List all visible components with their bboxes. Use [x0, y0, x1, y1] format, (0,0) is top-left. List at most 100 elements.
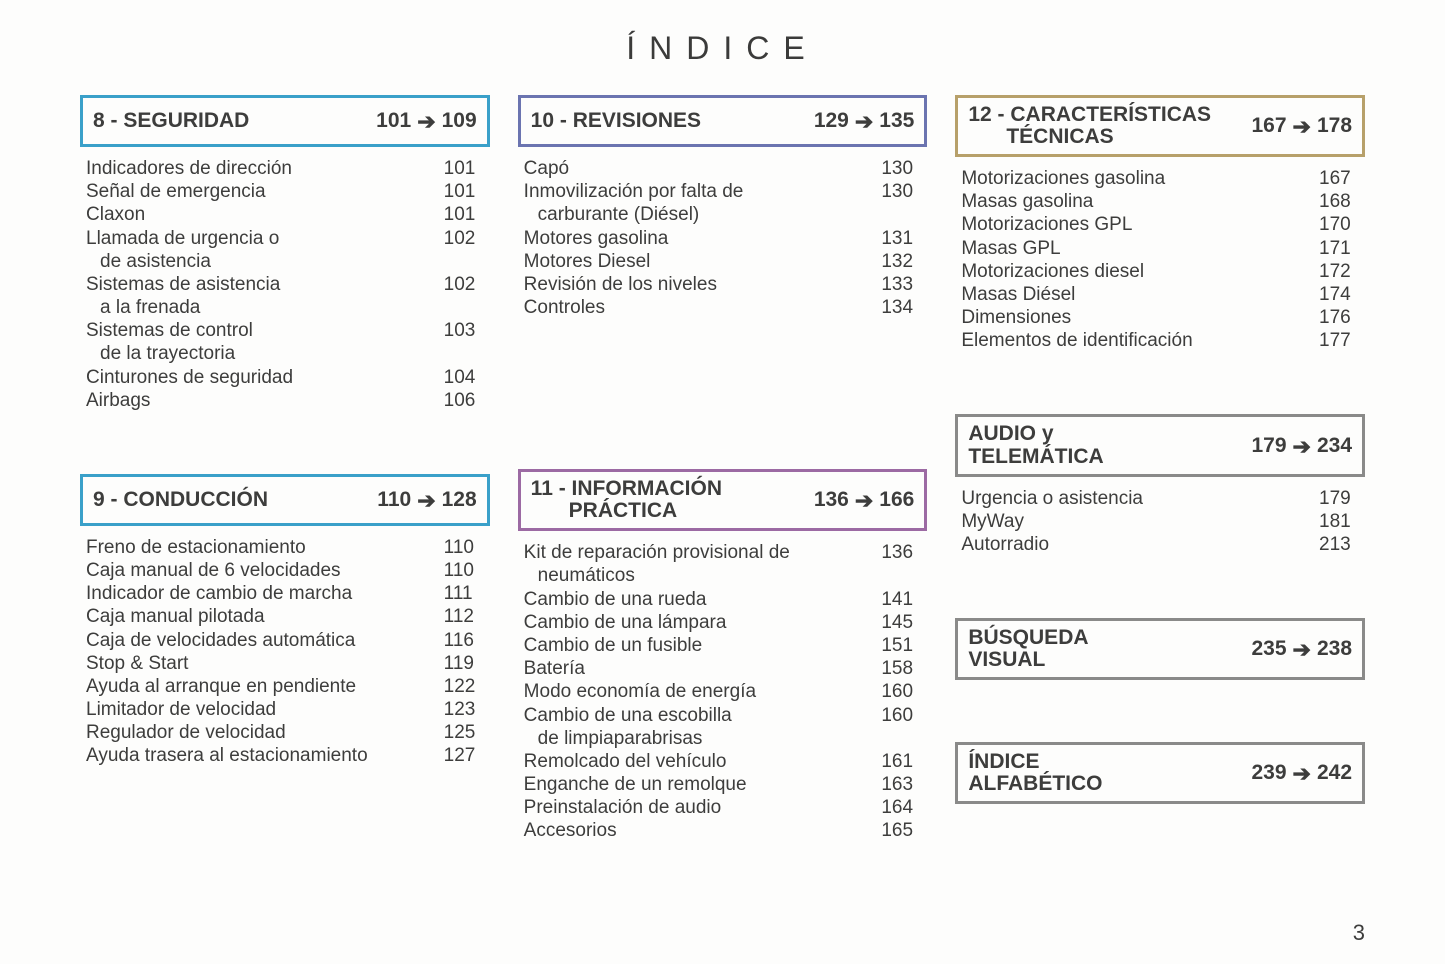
section-items: Capó130Inmovilización por falta decarbur… — [518, 147, 928, 319]
toc-item-label: Llamada de urgencia ode asistencia — [86, 227, 438, 273]
toc-item-label: Motores Diesel — [524, 250, 876, 273]
section-items: Indicadores de dirección101Señal de emer… — [80, 147, 490, 412]
section-range: 110 ➔ 128 — [377, 488, 476, 512]
toc-item-label: Sistemas de asistenciaa la frenada — [86, 273, 438, 319]
toc-item-page: 130 — [875, 180, 921, 203]
section-header-s11: 11 - INFORMACIÓNPRÁCTICA136 ➔ 166 — [518, 469, 928, 531]
toc-item-page: 161 — [875, 750, 921, 773]
toc-item: Motorizaciones diesel172 — [961, 260, 1359, 283]
toc-item-page: 171 — [1313, 237, 1359, 260]
toc-item: Masas Diésel174 — [961, 283, 1359, 306]
toc-item-page: 101 — [438, 180, 484, 203]
section-title: 8 - SEGURIDAD — [93, 110, 376, 132]
toc-item-page: 177 — [1313, 329, 1359, 352]
page-number: 3 — [1353, 920, 1365, 946]
section-title: BÚSQUEDAVISUAL — [968, 627, 1251, 671]
section-range: 235 ➔ 238 — [1251, 637, 1352, 661]
toc-item-page: 168 — [1313, 190, 1359, 213]
toc-item: Ayuda trasera al estacionamiento127 — [86, 744, 484, 767]
toc-item: Limitador de velocidad123 — [86, 698, 484, 721]
toc-item: Claxon101 — [86, 203, 484, 226]
toc-item-label: Urgencia o asistencia — [961, 487, 1313, 510]
toc-item: Señal de emergencia101 — [86, 180, 484, 203]
section-title: 9 - CONDUCCIÓN — [93, 489, 377, 511]
toc-item: Dimensiones176 — [961, 306, 1359, 329]
toc-item-label: Kit de reparación provisional deneumátic… — [524, 541, 876, 587]
toc-item-label: Cambio de un fusible — [524, 634, 876, 657]
toc-item: Masas GPL171 — [961, 237, 1359, 260]
section-items: Kit de reparación provisional deneumátic… — [518, 531, 928, 842]
toc-item-label: Accesorios — [524, 819, 876, 842]
arrow-right-icon: ➔ — [1293, 116, 1311, 138]
toc-item-page: 179 — [1313, 487, 1359, 510]
column-1: 8 - SEGURIDAD101 ➔ 109Indicadores de dir… — [80, 95, 490, 863]
arrow-right-icon: ➔ — [417, 490, 435, 512]
toc-item-label: Controles — [524, 296, 876, 319]
toc-item-label: Caja manual de 6 velocidades — [86, 559, 438, 582]
toc-item-page: 101 — [438, 203, 484, 226]
toc-item-label: Cinturones de seguridad — [86, 366, 438, 389]
toc-item-label: Modo economía de energía — [524, 680, 876, 703]
toc-item-page: 172 — [1313, 260, 1359, 283]
section-title: ÍNDICEALFABÉTICO — [968, 751, 1251, 795]
spacer — [80, 432, 490, 474]
toc-item: Cinturones de seguridad104 — [86, 366, 484, 389]
toc-item-page: 104 — [438, 366, 484, 389]
toc-item: Urgencia o asistencia179 — [961, 487, 1359, 510]
section-range: 129 ➔ 135 — [814, 109, 915, 133]
section-range: 136 ➔ 166 — [814, 488, 915, 512]
spacer — [518, 339, 928, 469]
toc-item-label: Stop & Start — [86, 652, 438, 675]
section-header-s10: 10 - REVISIONES129 ➔ 135 — [518, 95, 928, 147]
toc-item: Autorradio213 — [961, 533, 1359, 556]
toc-item-page: 116 — [438, 629, 484, 652]
toc-item-page: 160 — [875, 680, 921, 703]
toc-item-label: Inmovilización por falta decarburante (D… — [524, 180, 876, 226]
toc-item: Sistemas de controlde la trayectoria103 — [86, 319, 484, 365]
section-s12: 12 - CARACTERÍSTICASTÉCNICAS167 ➔ 178Mot… — [955, 95, 1365, 352]
toc-item: Modo economía de energía160 — [524, 680, 922, 703]
section-alpha: ÍNDICEALFABÉTICO239 ➔ 242 — [955, 742, 1365, 804]
toc-item-page: 181 — [1313, 510, 1359, 533]
toc-item: Cambio de una lámpara145 — [524, 611, 922, 634]
toc-item: Revisión de los niveles133 — [524, 273, 922, 296]
toc-item-page: 111 — [438, 582, 484, 605]
toc-item-page: 119 — [438, 652, 484, 675]
toc-item-page: 174 — [1313, 283, 1359, 306]
toc-item: Llamada de urgencia ode asistencia102 — [86, 227, 484, 273]
toc-item-label: Batería — [524, 657, 876, 680]
toc-item-page: 167 — [1313, 167, 1359, 190]
toc-item-label: Motorizaciones diesel — [961, 260, 1313, 283]
toc-item: Cambio de una escobillade limpiaparabris… — [524, 704, 922, 750]
toc-item-page: 165 — [875, 819, 921, 842]
toc-item-page: 112 — [438, 605, 484, 628]
toc-item-page: 160 — [875, 704, 921, 727]
section-items: Motorizaciones gasolina167Masas gasolina… — [955, 157, 1365, 352]
toc-item-page: 163 — [875, 773, 921, 796]
toc-item-label: Masas GPL — [961, 237, 1313, 260]
toc-item: Caja manual de 6 velocidades110 — [86, 559, 484, 582]
toc-item-page: 110 — [438, 559, 484, 582]
section-header-s9: 9 - CONDUCCIÓN110 ➔ 128 — [80, 474, 490, 526]
toc-item-page: 170 — [1313, 213, 1359, 236]
section-title: 12 - CARACTERÍSTICASTÉCNICAS — [968, 104, 1251, 148]
toc-item-label: Ayuda al arranque en pendiente — [86, 675, 438, 698]
toc-item-label: Enganche de un remolque — [524, 773, 876, 796]
section-title: 11 - INFORMACIÓNPRÁCTICA — [531, 478, 814, 522]
section-s8: 8 - SEGURIDAD101 ➔ 109Indicadores de dir… — [80, 95, 490, 412]
toc-item: Remolcado del vehículo161 — [524, 750, 922, 773]
section-header-s8: 8 - SEGURIDAD101 ➔ 109 — [80, 95, 490, 147]
toc-item-page: 213 — [1313, 533, 1359, 556]
toc-item: Elementos de identificación177 — [961, 329, 1359, 352]
toc-item-label: Airbags — [86, 389, 438, 412]
toc-item: Ayuda al arranque en pendiente122 — [86, 675, 484, 698]
toc-item: Accesorios165 — [524, 819, 922, 842]
toc-item-label: Señal de emergencia — [86, 180, 438, 203]
toc-item-label: Caja de velocidades automática — [86, 629, 438, 652]
toc-item-label: Preinstalación de audio — [524, 796, 876, 819]
toc-item-label: Limitador de velocidad — [86, 698, 438, 721]
toc-item: Masas gasolina168 — [961, 190, 1359, 213]
section-title: AUDIO yTELEMÁTICA — [968, 423, 1251, 467]
section-items: Freno de estacionamiento110Caja manual d… — [80, 526, 490, 768]
section-items: Urgencia o asistencia179MyWay181Autorrad… — [955, 477, 1365, 557]
